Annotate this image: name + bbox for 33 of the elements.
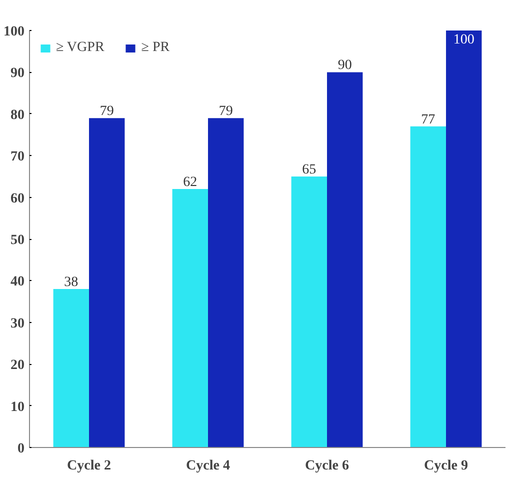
y-tick-label: 60: [10, 191, 24, 206]
x-tick-label: Cycle 6: [305, 458, 349, 474]
bar: [446, 30, 482, 448]
legend-label: ≥ PR: [141, 40, 170, 56]
y-tick-label: 40: [10, 274, 24, 290]
data-label: 79: [218, 104, 233, 120]
bar: [89, 118, 125, 448]
data-label: 90: [338, 58, 352, 74]
data-label: 77: [421, 112, 436, 128]
y-tick-label: 100: [4, 24, 24, 40]
y-tick-label: 30: [10, 316, 24, 332]
data-label: 38: [64, 275, 78, 290]
y-tick-label: 0: [18, 442, 24, 456]
legend-label: ≥ VGPR: [56, 40, 104, 56]
y-tick-label: 90: [10, 66, 24, 82]
x-tick-label: Cycle 4: [186, 458, 230, 474]
data-label: 100: [453, 32, 474, 48]
data-label: 62: [183, 174, 198, 190]
bar: [327, 72, 363, 448]
bar: [410, 126, 446, 448]
y-tick-label: 80: [10, 108, 24, 123]
y-tick-label: 20: [10, 358, 24, 374]
data-label: 79: [100, 104, 114, 120]
y-tick-label: 10: [10, 400, 24, 415]
y-tick-label: 50: [10, 233, 24, 248]
bar: [291, 176, 327, 448]
y-tick-label: 70: [10, 150, 24, 165]
x-tick-label: Cycle 2: [67, 458, 111, 474]
data-label: 65: [302, 162, 316, 178]
bar: [172, 188, 208, 448]
x-tick-label: Cycle 9: [424, 458, 468, 474]
bar: [53, 289, 89, 448]
bar: [208, 118, 244, 448]
